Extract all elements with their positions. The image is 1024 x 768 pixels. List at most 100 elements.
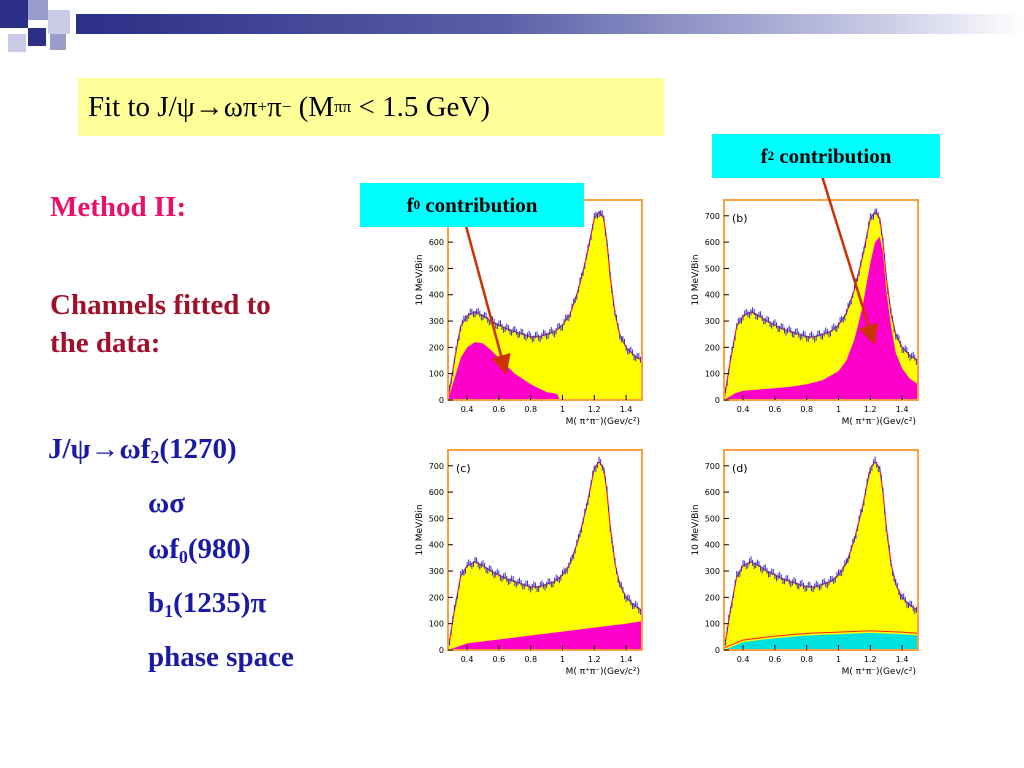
- title-text: < 1.5 GeV): [351, 90, 491, 123]
- panel-label: (c): [456, 462, 471, 475]
- title-sub: ππ: [334, 97, 352, 116]
- y-tick-label: 100: [429, 620, 444, 629]
- x-tick-label: 0.4: [737, 405, 750, 414]
- x-tick-label: 0.8: [800, 405, 813, 414]
- y-tick-label: 200: [705, 343, 720, 352]
- y-tick-label: 200: [429, 593, 444, 602]
- x-tick-label: 1.2: [588, 655, 601, 664]
- y-tick-label: 300: [429, 567, 444, 576]
- y-tick-label: 300: [705, 567, 720, 576]
- title-text: π: [267, 90, 282, 123]
- x-tick-label: 0.8: [800, 655, 813, 664]
- title-sup: −: [281, 97, 292, 116]
- header-square: [8, 34, 26, 52]
- x-tick-label: 1.4: [620, 405, 633, 414]
- title-sup: +: [257, 97, 268, 116]
- y-tick-label: 0: [439, 396, 444, 405]
- label-text: contribution: [420, 192, 538, 217]
- component-fill: [724, 236, 918, 400]
- component-top-line: [723, 630, 919, 649]
- channels-line: the data:: [50, 327, 161, 359]
- reaction-item: b1(1235)π: [48, 580, 294, 634]
- title-text: Fit to J/ψ→ωπ: [88, 90, 258, 123]
- x-axis-label: M( π⁺π⁻)(Gev/c²): [842, 667, 916, 677]
- reaction-text: (1235)π: [173, 587, 267, 619]
- x-tick-label: 1.2: [864, 655, 877, 664]
- y-tick-label: 400: [705, 291, 720, 300]
- reaction-sub: 0: [178, 547, 188, 567]
- x-tick-label: 1.2: [588, 405, 601, 414]
- y-tick-label: 600: [705, 238, 720, 247]
- y-tick-label: 500: [705, 514, 720, 523]
- x-tick-label: 1.4: [620, 655, 633, 664]
- y-tick-label: 100: [705, 620, 720, 629]
- plot-panel-d: 0 100 200 300 400 500 600 700 0.4 0.6 0.8 1 1.2 1.4 10…: [686, 445, 926, 680]
- header-square: [50, 34, 66, 50]
- reaction-text: b: [148, 587, 165, 619]
- x-tick-label: 0.6: [769, 405, 782, 414]
- y-tick-label: 500: [429, 264, 444, 273]
- reaction-item: ωσ: [48, 480, 294, 526]
- reaction-list: J/ψ→ωf2(1270) ωσ ωf0(980) b1(1235)π phas…: [48, 426, 294, 680]
- y-tick-label: 400: [705, 541, 720, 550]
- y-axis-label: 10 MeV/Bin: [415, 254, 425, 305]
- reaction-text: phase space: [148, 641, 294, 673]
- x-tick-label: 1.4: [896, 405, 909, 414]
- y-tick-label: 600: [429, 238, 444, 247]
- f2-arrow: [820, 175, 879, 345]
- label-text: contribution: [774, 143, 892, 168]
- header-square: [28, 28, 46, 46]
- label-sub: 0: [413, 197, 421, 212]
- y-tick-label: 100: [705, 370, 720, 379]
- y-tick-label: 700: [705, 462, 720, 471]
- y-tick-label: 600: [429, 488, 444, 497]
- channels-heading: Channels fitted to the data:: [50, 286, 271, 362]
- y-axis-label: 10 MeV/Bin: [691, 254, 701, 305]
- chart-svg: 0 100 200 300 400 500 600 700 0.4 0.6 0.8 1 1.2 1.4 10…: [691, 199, 919, 427]
- x-axis-label: M( π⁺π⁻)(Gev/c²): [566, 667, 640, 677]
- header-square: [0, 0, 28, 28]
- x-tick-label: 1.4: [896, 655, 909, 664]
- data-histogram: [724, 461, 918, 650]
- f0-arrow: [464, 225, 511, 375]
- panel-label: (b): [732, 212, 748, 225]
- x-tick-label: 0.6: [493, 655, 506, 664]
- x-tick-label: 1: [836, 405, 841, 414]
- x-axis-label: M( π⁺π⁻)(Gev/c²): [566, 417, 640, 427]
- reaction-text: (980): [187, 533, 251, 565]
- y-tick-label: 0: [439, 646, 444, 655]
- plot-frame: [723, 199, 919, 401]
- x-tick-label: 0.4: [737, 655, 750, 664]
- method-heading: Method II:: [50, 191, 187, 223]
- reaction-text: J/ψ→ωf: [48, 433, 151, 465]
- y-tick-label: 100: [429, 370, 444, 379]
- y-tick-label: 600: [705, 488, 720, 497]
- x-tick-label: 1: [836, 655, 841, 664]
- y-tick-label: 300: [429, 317, 444, 326]
- x-tick-label: 1.2: [864, 405, 877, 414]
- x-tick-label: 0.4: [461, 405, 474, 414]
- y-tick-label: 200: [705, 593, 720, 602]
- slide-title: Fit to J/ψ→ωπ + π − (M ππ < 1.5 GeV): [78, 78, 664, 136]
- reaction-sub: 2: [150, 447, 160, 467]
- y-tick-label: 700: [429, 462, 444, 471]
- x-tick-label: 0.8: [524, 405, 537, 414]
- x-tick-label: 0.6: [769, 655, 782, 664]
- y-tick-label: 500: [429, 514, 444, 523]
- reaction-text: ωf: [148, 533, 179, 565]
- plot-panel-b: 0 100 200 300 400 500 600 700 0.4 0.6 0.8 1 1.2 1.4 10…: [686, 195, 926, 430]
- chart-svg: 0 100 200 300 400 500 600 700 0.4 0.6 0.8 1 1.2 1.4 10…: [691, 449, 919, 677]
- chart-svg: 0 100 200 300 400 500 600 700 0.4 0.6 0.8 1 1.2 1.4 10…: [415, 449, 643, 677]
- y-tick-label: 700: [705, 212, 720, 221]
- label-text: f: [406, 192, 414, 217]
- data-histogram: [448, 461, 642, 650]
- x-tick-label: 0.4: [461, 655, 474, 664]
- reaction-item: ωf0(980): [48, 526, 294, 580]
- x-tick-label: 0.8: [524, 655, 537, 664]
- y-tick-label: 200: [429, 343, 444, 352]
- component-fill: [448, 621, 642, 650]
- plot-panel-c: 0 100 200 300 400 500 600 700 0.4 0.6 0.8 1 1.2 1.4 10…: [410, 445, 650, 680]
